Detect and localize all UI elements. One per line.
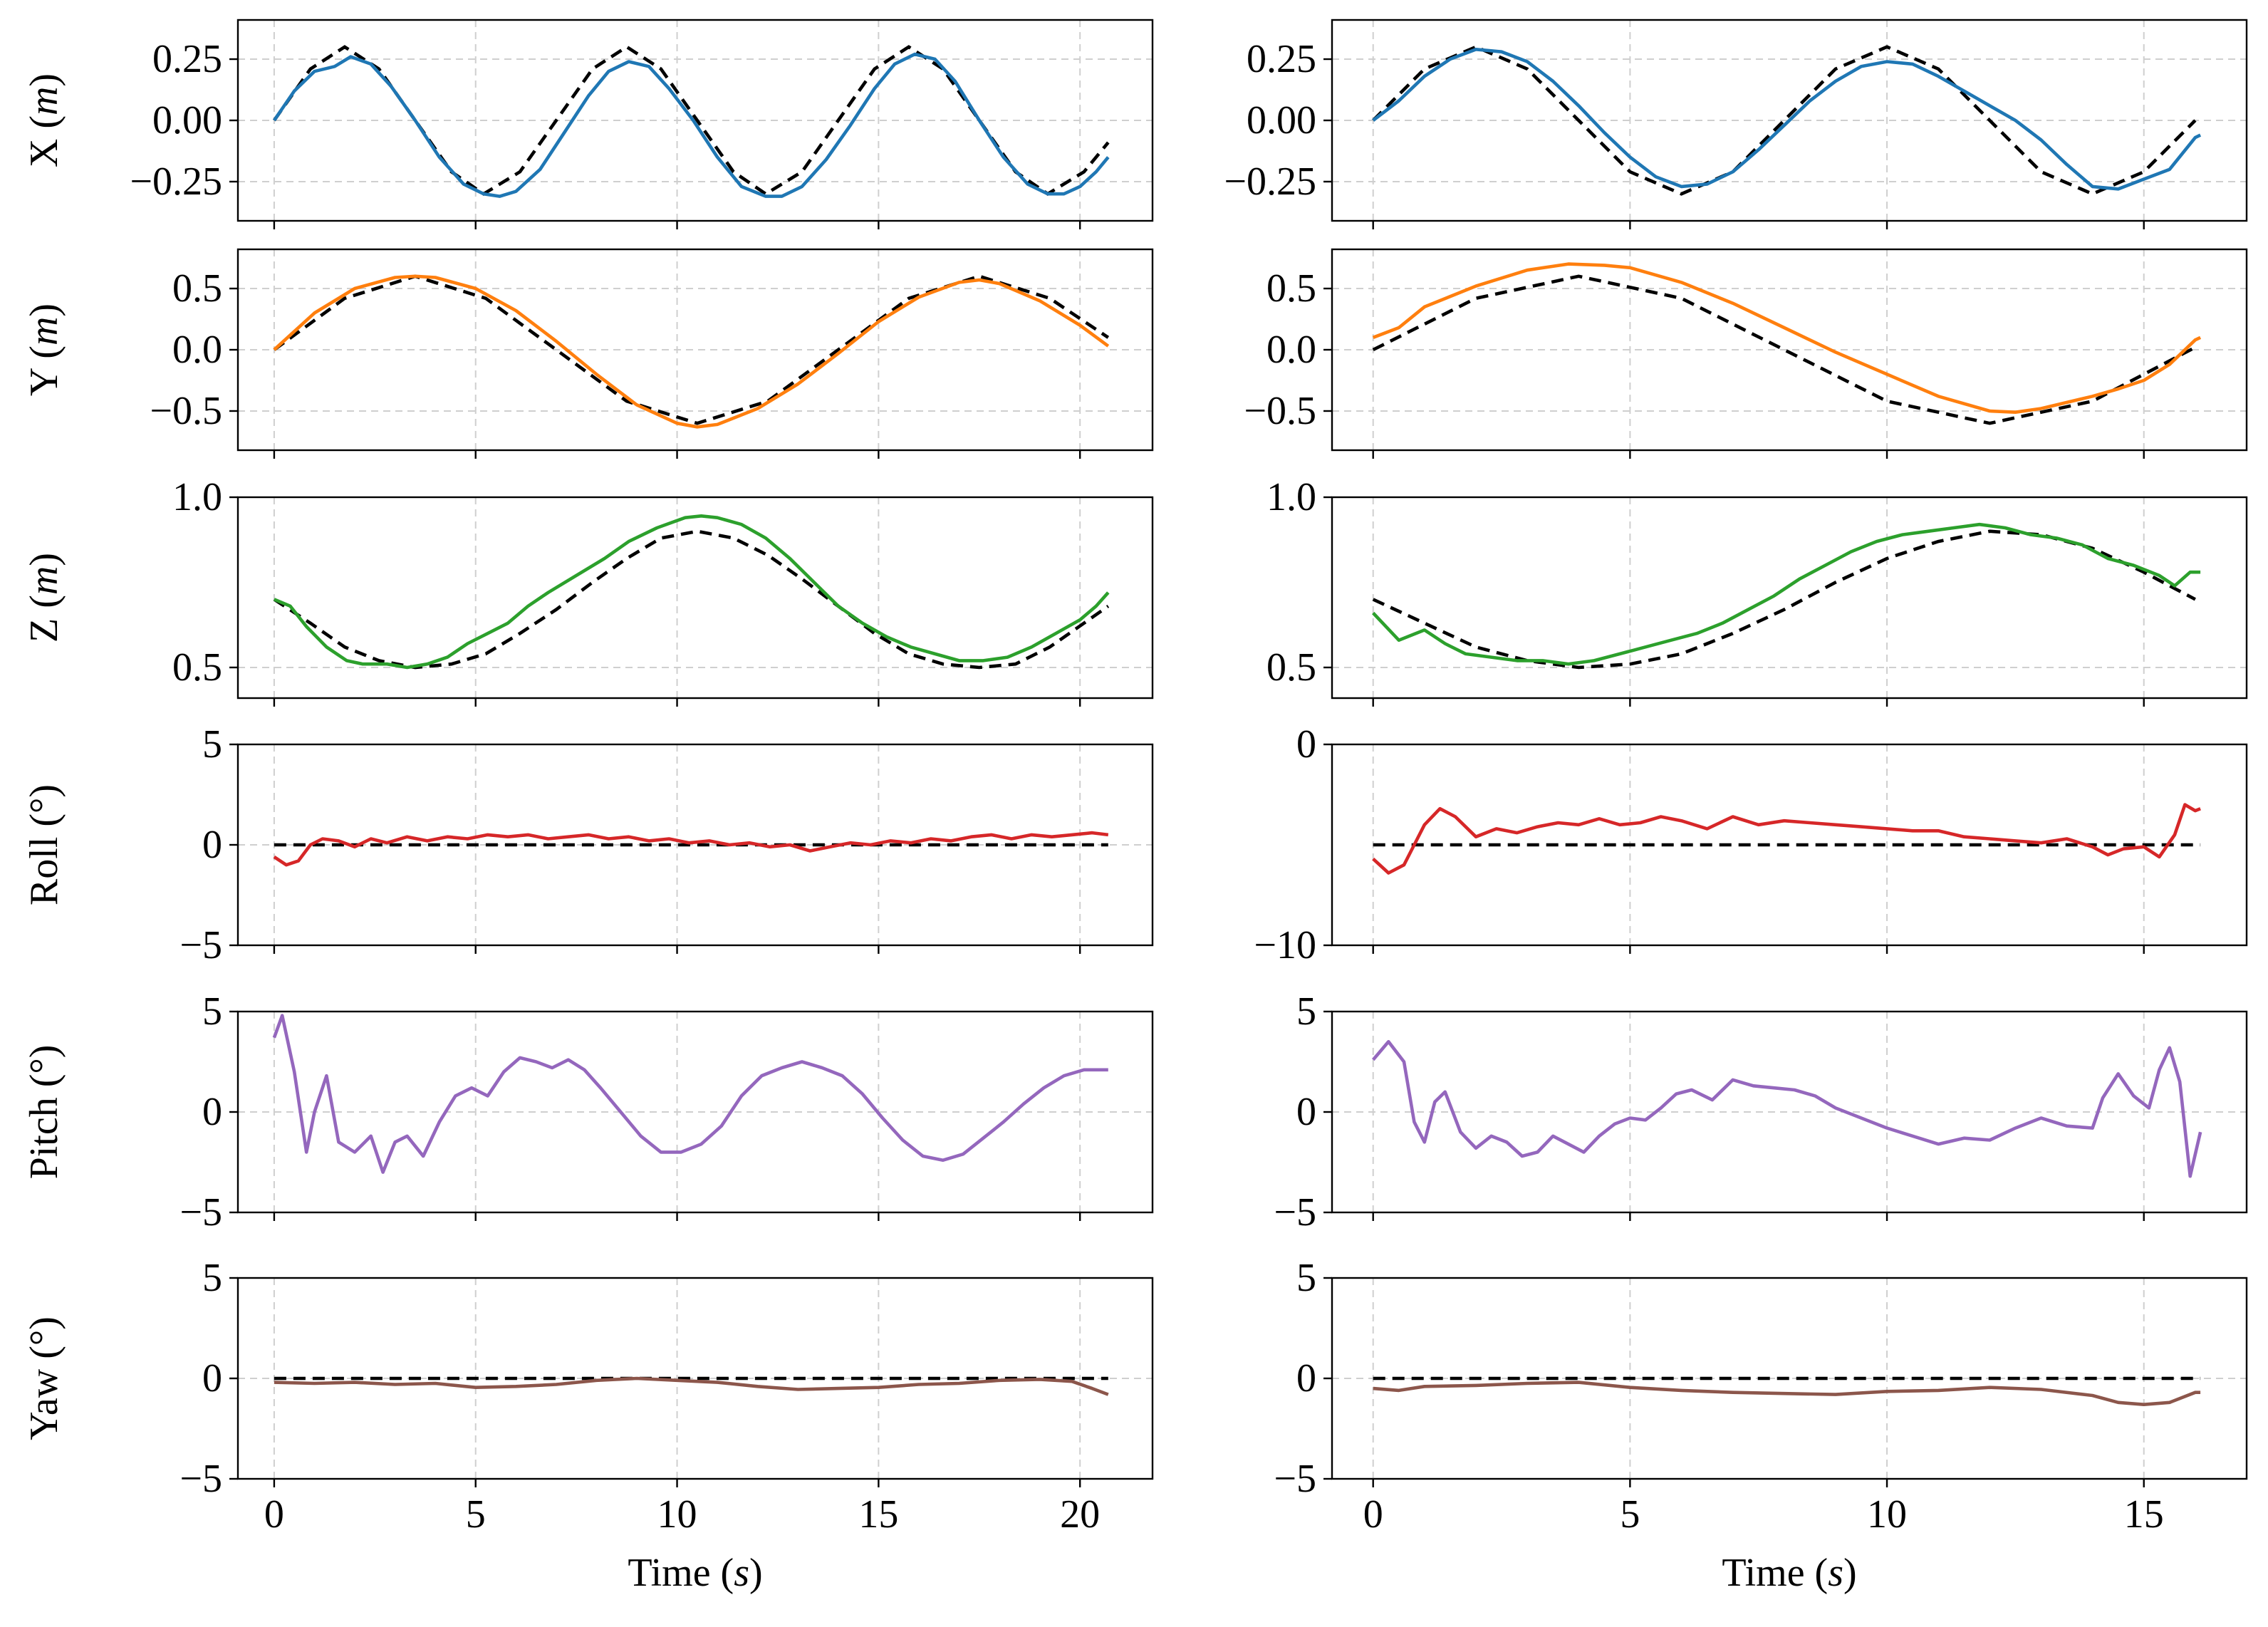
- axes-frame: [236, 496, 1154, 700]
- y-axis-title: Yaw (°): [22, 1316, 66, 1440]
- measured-line-col2-row2: [1372, 262, 2202, 415]
- measured-line-col1-row6: [274, 1376, 1109, 1396]
- x-tick-label: 5: [1620, 1492, 1640, 1537]
- y-tick-label: 0: [1296, 722, 1316, 766]
- reference-line-col1-row1: [273, 45, 1110, 196]
- y-tick-label: 0.00: [152, 98, 222, 142]
- y-tick-label: 5: [1296, 989, 1316, 1034]
- panel-col1-row5: −5 0 5 Pitch (°): [22, 989, 1154, 1234]
- reference-line-col2-row3: [1372, 529, 2196, 670]
- reference-line-col2-row1: [1372, 45, 2197, 196]
- y-tick-label: 0.0: [1266, 328, 1316, 372]
- panel-col2-row1: −0.25 0.00 0.25: [1224, 19, 2248, 229]
- y-tick-label: 0.5: [172, 645, 222, 690]
- y-tick-label: −5: [1274, 1457, 1316, 1501]
- x-tick-label: 5: [466, 1492, 486, 1537]
- reference-line-col1-row3: [273, 529, 1110, 670]
- x-axis-title: Time (s): [628, 1551, 762, 1595]
- y-tick-label: 0: [202, 1356, 222, 1400]
- y-tick-label: 0: [202, 823, 222, 867]
- measured-line-col1-row1: [273, 52, 1110, 198]
- y-tick-label: 0.5: [1266, 645, 1316, 690]
- y-tick-label: 0.00: [1247, 98, 1316, 142]
- y-tick-label: −0.5: [1244, 389, 1316, 433]
- panel-col1-row6: −5 0 5 Yaw (°) 0 5 10 15 20 Time (s): [22, 1256, 1154, 1595]
- x-tick-label: 10: [657, 1492, 697, 1537]
- y-tick-label: 0: [1296, 1356, 1316, 1400]
- panel-col2-row6: −5 0 5 0 5 10 15 Time (s): [1274, 1256, 2248, 1595]
- panel-col2-row5: −5 0 5: [1274, 989, 2248, 1234]
- y-tick-label: 0: [202, 1090, 222, 1134]
- measured-line-col1-row2: [273, 274, 1110, 429]
- x-tick-label: 20: [1060, 1492, 1100, 1537]
- panel-col2-row3: 0.5 1.0: [1266, 475, 2248, 707]
- x-tick-label: 0: [1363, 1492, 1383, 1537]
- panel-col1-row1: −0.25 0.00 0.25 X (m): [22, 19, 1154, 229]
- y-tick-label: 0.25: [1247, 37, 1316, 81]
- y-tick-label: −5: [180, 1457, 222, 1501]
- axes-frame: [1331, 743, 2248, 947]
- y-axis-title: Pitch (°): [22, 1045, 66, 1180]
- x-axis-title: Time (s): [1722, 1551, 1856, 1595]
- y-tick-label: −0.25: [130, 160, 222, 204]
- y-axis-title: Z (m): [22, 553, 66, 643]
- y-tick-label: −0.5: [150, 389, 222, 433]
- measured-line-col1-row5: [272, 1014, 1108, 1174]
- y-axis-title: Roll (°): [22, 784, 66, 905]
- y-axis-title: X (m): [22, 73, 66, 167]
- panel-col2-row4: −10 0: [1254, 722, 2248, 967]
- measured-line-col2-row3: [1372, 522, 2201, 666]
- y-tick-label: 5: [202, 1256, 222, 1300]
- panel-col1-row3: 0.5 1.0 Z (m): [22, 475, 1154, 707]
- y-tick-label: 5: [1296, 1256, 1316, 1300]
- y-tick-label: 0: [1296, 1090, 1316, 1134]
- y-tick-label: 1.0: [172, 475, 222, 519]
- y-tick-label: −10: [1254, 923, 1316, 967]
- measured-line-col1-row3: [274, 514, 1110, 670]
- y-tick-label: 0.25: [152, 37, 222, 81]
- y-tick-label: 5: [202, 989, 222, 1034]
- measured-line-col1-row4: [273, 831, 1109, 867]
- measured-line-col2-row5: [1371, 1040, 2202, 1178]
- y-tick-label: −5: [180, 923, 222, 967]
- y-tick-label: 0.5: [172, 266, 222, 311]
- panel-col1-row2: −0.5 0.0 0.5 Y (m): [22, 248, 1154, 459]
- panel-col1-row4: −5 0 5 Roll (°): [22, 722, 1154, 967]
- measured-line-col2-row4: [1372, 803, 2201, 875]
- y-tick-label: 1.0: [1266, 475, 1316, 519]
- y-tick-label: −5: [180, 1190, 222, 1234]
- axes-frame: [1331, 496, 2248, 700]
- measured-line-col2-row6: [1373, 1381, 2201, 1406]
- measured-line-col2-row1: [1372, 48, 2202, 191]
- x-tick-label: 0: [264, 1492, 284, 1537]
- y-tick-label: −0.25: [1224, 160, 1316, 204]
- x-tick-label: 15: [2124, 1492, 2164, 1537]
- y-tick-label: −5: [1274, 1190, 1316, 1234]
- y-axis-title: Y (m): [22, 303, 66, 396]
- y-tick-label: 0.0: [172, 328, 222, 372]
- y-tick-label: 0.5: [1266, 266, 1316, 311]
- x-tick-label: 15: [858, 1492, 898, 1537]
- x-tick-label: 10: [1867, 1492, 1907, 1537]
- y-tick-label: 5: [202, 722, 222, 766]
- panel-col2-row2: −0.5 0.0 0.5: [1244, 248, 2248, 459]
